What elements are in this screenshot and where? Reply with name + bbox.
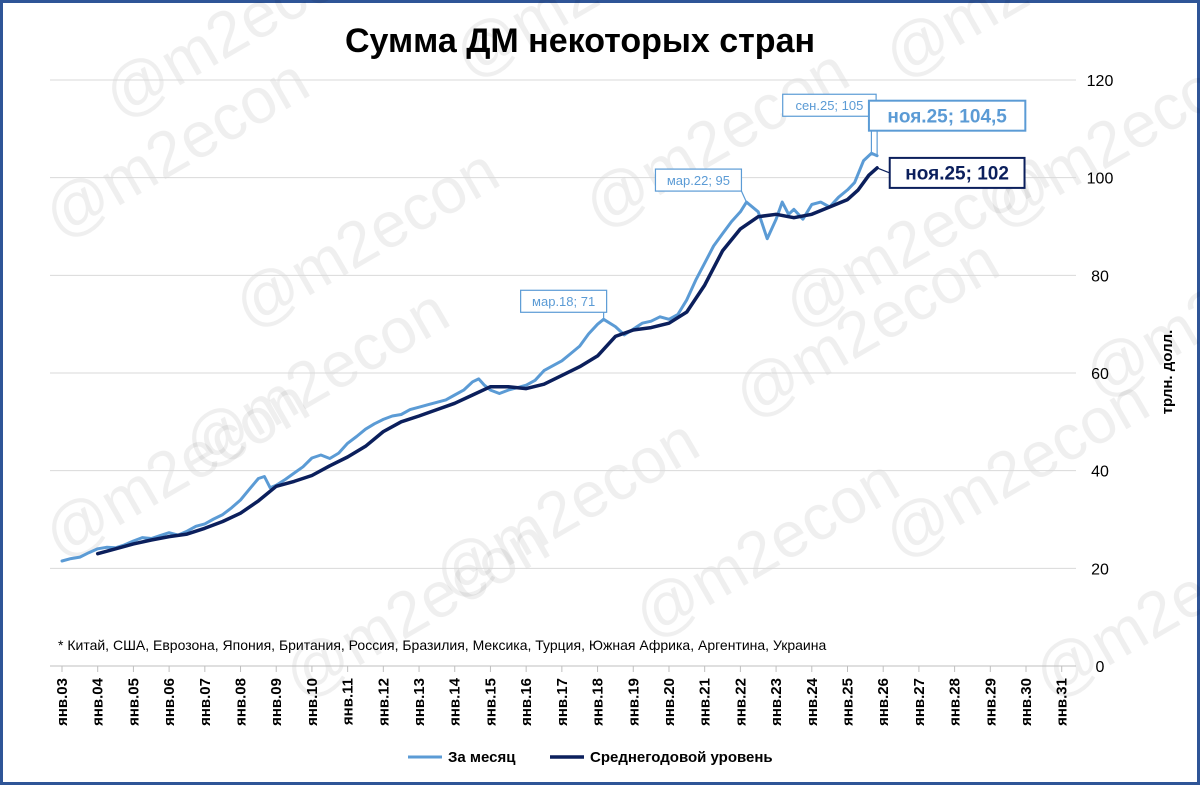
- annotation-leader: [740, 190, 747, 203]
- legend: За месяц Среднегодовой уровень: [408, 749, 773, 766]
- series-line-monthly: [60, 151, 879, 563]
- x-tick-label: янв.20: [661, 678, 678, 726]
- y-axis-label: трлн. долл.: [1159, 330, 1176, 415]
- watermark-text: @m2econ: [1021, 503, 1200, 712]
- annotation-box: [654, 168, 743, 192]
- x-tick-label: янв.24: [804, 677, 821, 726]
- x-tick-label: янв.15: [482, 678, 499, 726]
- x-tick-label: янв.12: [375, 678, 392, 726]
- x-tick-label: янв.11: [340, 678, 357, 725]
- x-tick-label: янв.28: [947, 678, 964, 726]
- annotation-box: [520, 289, 608, 313]
- x-tick-label: янв.22: [732, 678, 749, 726]
- x-tick-label: янв.18: [590, 678, 607, 726]
- x-tick-label: янв.25: [839, 678, 856, 726]
- legend-label: За месяц: [448, 749, 516, 766]
- watermark-text: @m2econ: [31, 363, 320, 572]
- x-tick-label: янв.14: [447, 677, 464, 726]
- footnote: * Китай, США, Еврозона, Япония, Британия…: [58, 637, 826, 653]
- y-tick-label: 0: [1096, 659, 1105, 676]
- x-tick-label: янв.06: [161, 678, 178, 726]
- x-tick-label: янв.10: [304, 678, 321, 726]
- y-tick-label: 100: [1087, 171, 1114, 188]
- annotations: мар.18; 71 мар.22; 95 сен.25; 105 ноя.25; 1…: [520, 93, 1027, 320]
- annotation-label: мар.22; 95: [667, 173, 730, 188]
- x-tick-label: янв.04: [90, 677, 107, 726]
- series-layer: [60, 151, 879, 563]
- annotation-box: [867, 99, 1027, 132]
- annotation-label: сен.25; 105: [795, 98, 863, 113]
- x-tick-label: янв.03: [54, 678, 71, 726]
- x-tick-label: янв.30: [1018, 678, 1035, 726]
- x-tick-label: янв.07: [197, 678, 214, 726]
- chart-title: Сумма ДМ некоторых стран: [345, 22, 815, 60]
- x-tick-label: янв.09: [268, 678, 285, 726]
- x-tick-label: янв.27: [911, 678, 928, 726]
- x-tick-label: янв.26: [875, 678, 892, 726]
- y-tick-label: 40: [1091, 464, 1109, 481]
- annotation-label: ноя.25; 104,5: [887, 107, 1007, 128]
- y-tick-label: 120: [1087, 73, 1114, 90]
- x-tick-label: янв.08: [233, 678, 250, 726]
- annotation-label: ноя.25; 102: [905, 164, 1009, 185]
- annotation-leader: [876, 167, 890, 174]
- watermark-text: @m2econ: [871, 0, 1160, 92]
- x-tick-label: янв.23: [768, 678, 785, 726]
- x-tick-label: янв.16: [518, 678, 535, 726]
- y-tick-label: 80: [1091, 268, 1109, 285]
- annotation-box: [888, 156, 1026, 189]
- x-tick-label: янв.21: [697, 678, 714, 726]
- x-axis: янв.03 янв.04 янв.05 янв.06 янв.07 янв.08 янв.…: [54, 666, 1071, 726]
- y-tick-label: 20: [1091, 561, 1109, 578]
- y-axis: 0 20 40 60 80 100 120: [1087, 73, 1114, 676]
- x-tick-label: янв.29: [982, 678, 999, 726]
- x-tick-label: янв.19: [625, 678, 642, 726]
- y-tick-label: 60: [1091, 366, 1109, 383]
- x-tick-label: янв.31: [1054, 678, 1071, 726]
- watermark-text: @m2econ: [871, 363, 1160, 572]
- series-line-annual: [95, 166, 879, 556]
- x-tick-label: янв.05: [125, 678, 142, 726]
- x-tick-label: янв.13: [411, 678, 428, 726]
- x-tick-label: янв.17: [554, 678, 571, 726]
- annotation-label: мар.18; 71: [532, 294, 595, 309]
- legend-label: Среднегодовой уровень: [590, 749, 773, 766]
